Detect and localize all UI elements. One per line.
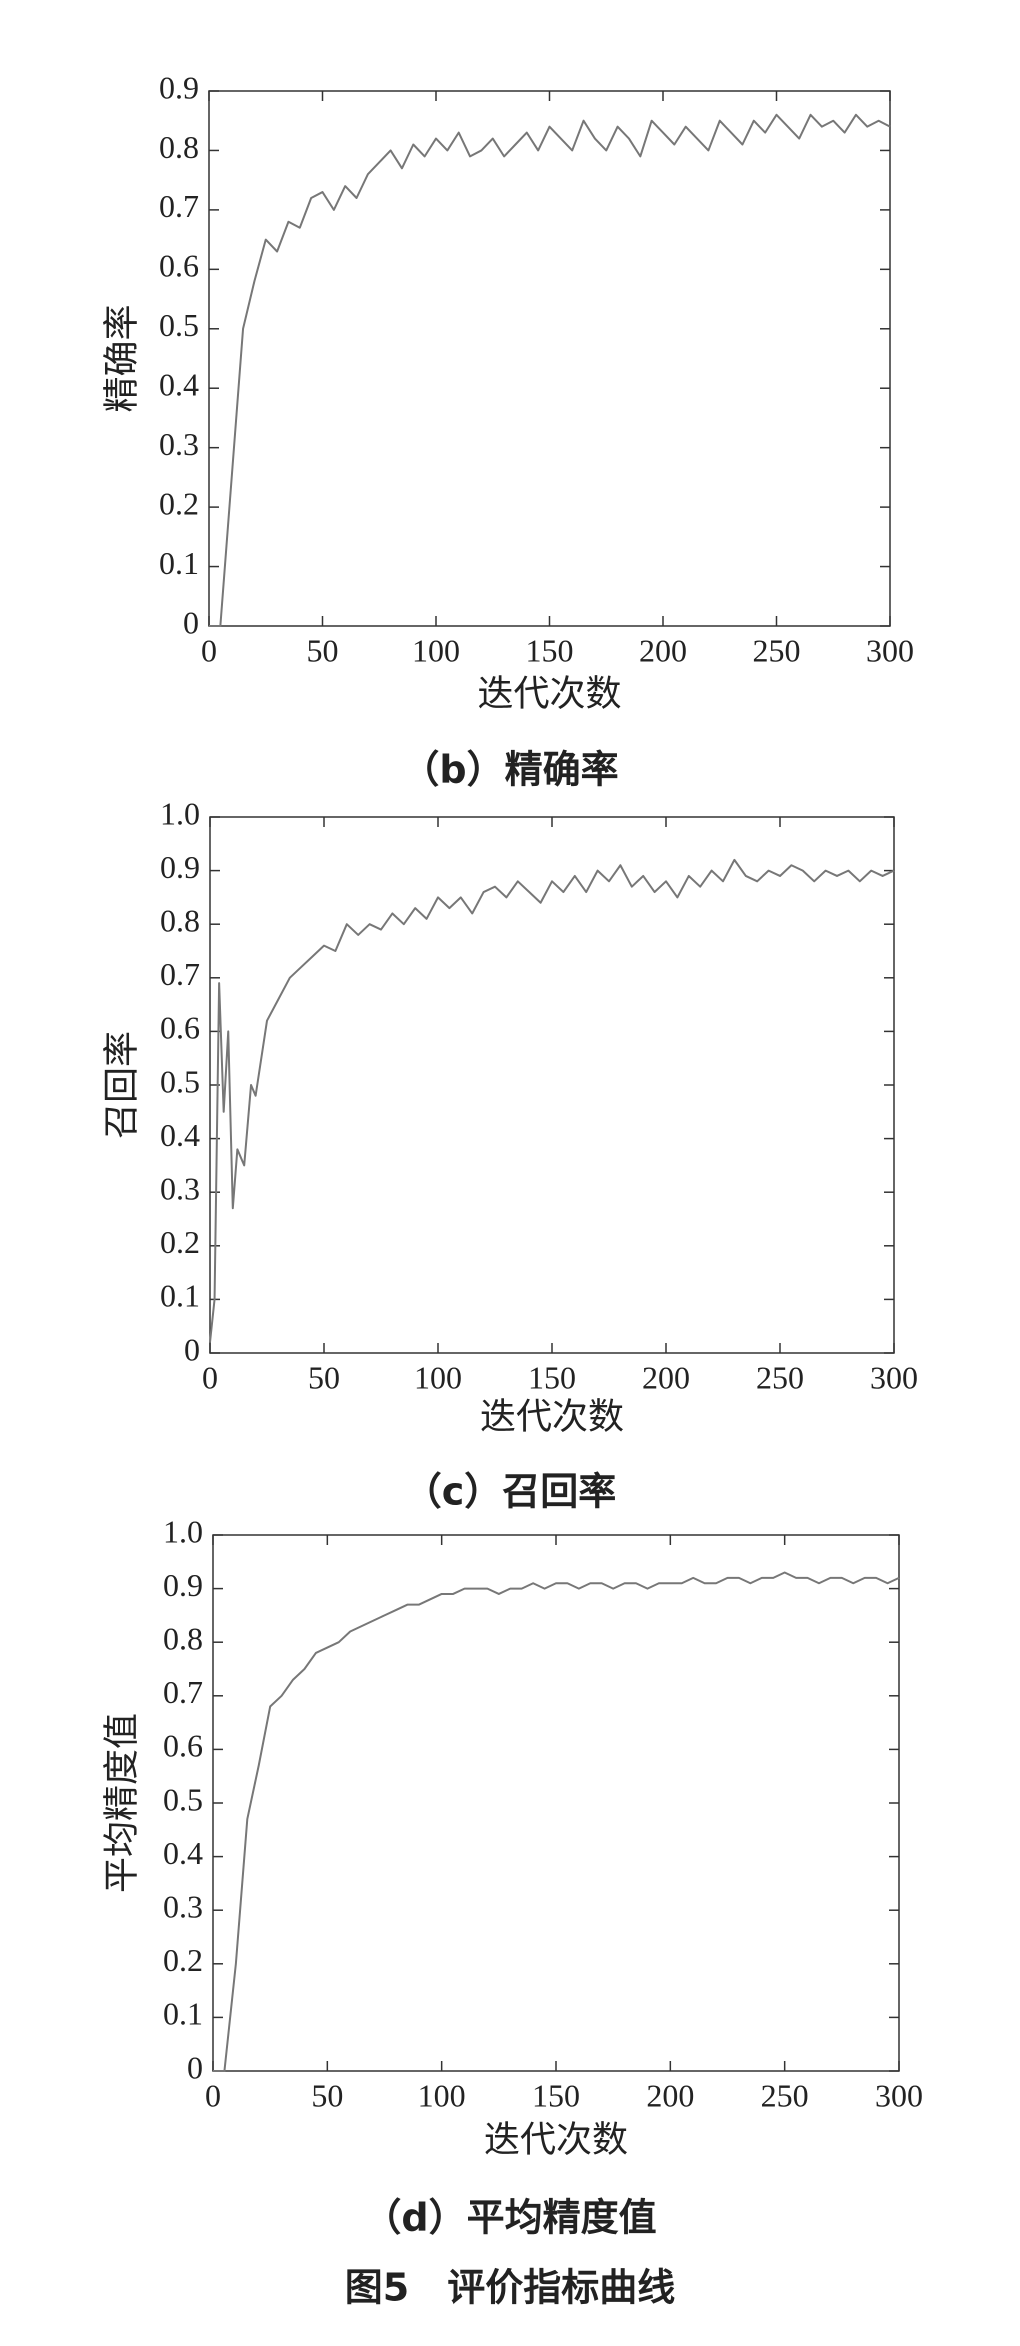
x-tick-label: 200 [639, 632, 687, 668]
x-tick-label: 50 [307, 632, 339, 668]
plot-frame [209, 816, 895, 1354]
y-axis-label: 精确率 [101, 304, 141, 412]
plot-frame [212, 1534, 900, 2072]
y-tick-label: 0.6 [159, 248, 199, 284]
data-line [209, 858, 895, 1343]
x-tick-label: 50 [308, 1359, 340, 1395]
y-tick-label: 0.2 [160, 1224, 200, 1260]
x-tick-label: 0 [202, 1359, 218, 1395]
y-tick-label: 0.1 [159, 545, 199, 581]
chart-caption: （c）召回率 [404, 1470, 617, 1514]
chart-caption: （d）平均精度值 [363, 2196, 656, 2240]
y-tick-label: 0 [184, 1331, 200, 1367]
y-tick-label: 0.9 [159, 69, 199, 105]
y-tick-label: 0.7 [163, 1674, 203, 1710]
y-tick-label: 0.5 [163, 1781, 203, 1817]
x-tick-label: 100 [418, 2077, 466, 2113]
figure-caption: 图5 评价指标曲线 [345, 2266, 675, 2310]
y-tick-label: 0 [187, 2049, 203, 2085]
x-tick-label: 300 [866, 632, 914, 668]
y-tick-label: 0.7 [160, 956, 200, 992]
y-tick-label: 0.6 [160, 1010, 200, 1046]
x-tick-label: 300 [875, 2077, 923, 2113]
x-tick-label: 250 [756, 1359, 804, 1395]
x-tick-label: 0 [201, 632, 217, 668]
y-tick-label: 0.7 [159, 188, 199, 224]
y-tick-label: 0.8 [160, 903, 200, 939]
x-tick-label: 200 [646, 2077, 694, 2113]
y-tick-label: 0.1 [160, 1278, 200, 1314]
x-axis-label: 迭代次数 [484, 2119, 628, 2159]
y-tick-label: 0.4 [163, 1835, 203, 1871]
y-tick-label: 0.4 [160, 1117, 200, 1153]
y-tick-label: 0.4 [159, 367, 199, 403]
x-tick-label: 250 [753, 632, 801, 668]
plot-frame [208, 90, 891, 627]
data-line [213, 1571, 900, 2072]
y-tick-label: 0.8 [163, 1621, 203, 1657]
y-tick-label: 0 [183, 604, 199, 640]
y-axis-label: 召回率 [101, 1031, 141, 1139]
y-tick-label: 0.6 [163, 1728, 203, 1764]
x-tick-label: 150 [526, 632, 574, 668]
x-axis-label: 迭代次数 [477, 673, 621, 713]
x-tick-label: 0 [205, 2077, 221, 2113]
y-tick-label: 0.9 [163, 1567, 203, 1603]
x-tick-label: 150 [532, 2077, 580, 2113]
y-tick-label: 0.3 [163, 1889, 203, 1925]
y-tick-label: 0.9 [160, 849, 200, 885]
x-tick-label: 200 [642, 1359, 690, 1395]
y-tick-label: 1.0 [163, 1513, 203, 1549]
y-tick-label: 0.8 [159, 129, 199, 165]
y-tick-label: 0.2 [163, 1942, 203, 1978]
x-tick-label: 100 [414, 1359, 462, 1395]
y-axis-label: 平均精度值 [101, 1713, 141, 1893]
y-tick-label: 0.5 [160, 1063, 200, 1099]
chart-caption: （b）精确率 [401, 748, 618, 792]
x-tick-label: 50 [311, 2077, 343, 2113]
y-tick-label: 0.1 [163, 1996, 203, 2032]
y-tick-label: 1.0 [160, 795, 200, 831]
y-tick-label: 0.5 [159, 307, 199, 343]
x-tick-label: 150 [528, 1359, 576, 1395]
y-tick-label: 0.3 [160, 1171, 200, 1207]
x-tick-label: 100 [412, 632, 460, 668]
y-tick-label: 0.2 [159, 485, 199, 521]
x-tick-label: 300 [870, 1359, 918, 1395]
y-tick-label: 0.3 [159, 426, 199, 462]
x-tick-label: 250 [761, 2077, 809, 2113]
x-axis-label: 迭代次数 [480, 1396, 624, 1436]
data-line [209, 113, 891, 627]
